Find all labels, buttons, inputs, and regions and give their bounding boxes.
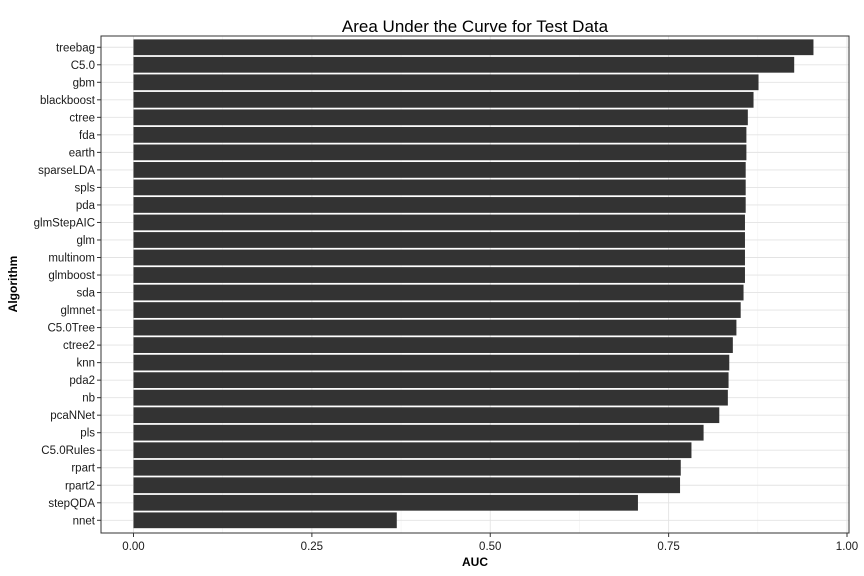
bar-spls bbox=[133, 179, 746, 196]
x-axis-title: AUC bbox=[462, 555, 488, 569]
x-tick-label: 0.00 bbox=[122, 541, 144, 553]
y-tick-label: pda2 bbox=[69, 375, 95, 387]
y-tick-label: sparseLDA bbox=[38, 165, 95, 177]
bar-rpart2 bbox=[133, 477, 681, 494]
bar-earth bbox=[133, 144, 747, 161]
bar-glmboost bbox=[133, 267, 745, 283]
bar-fda bbox=[133, 126, 747, 143]
y-tick-label: ctree bbox=[69, 112, 95, 124]
bar-rpart bbox=[133, 459, 681, 476]
bar-pcaNNet bbox=[133, 407, 720, 424]
y-tick-label: glmboost bbox=[48, 270, 95, 282]
y-tick-label: glm bbox=[76, 235, 95, 247]
x-tick-label: 0.75 bbox=[657, 541, 679, 553]
x-tick-label: 0.50 bbox=[479, 541, 501, 553]
bar-ctree2 bbox=[133, 337, 733, 353]
bar-ctree bbox=[133, 109, 748, 126]
bar-nnet bbox=[133, 512, 397, 529]
y-tick-label: pcaNNet bbox=[50, 410, 96, 422]
y-tick-label: earth bbox=[69, 147, 95, 159]
y-tick-label: fda bbox=[79, 130, 96, 142]
bar-gbm bbox=[133, 74, 759, 91]
y-tick-label: multinom bbox=[48, 253, 95, 265]
bar-pda2 bbox=[133, 372, 729, 389]
bar-blackboost bbox=[133, 91, 754, 108]
bar-stepQDA bbox=[133, 494, 638, 511]
y-tick-label: nnet bbox=[73, 515, 96, 527]
bar-treebag bbox=[133, 39, 814, 56]
y-tick-label: sda bbox=[76, 288, 95, 300]
y-axis: treebag C5.0 gbm blackboost ctree fda earth spa… bbox=[34, 42, 101, 527]
chart-title: Area Under the Curve for Test Data bbox=[342, 17, 609, 36]
bars bbox=[133, 39, 814, 529]
y-tick-label: C5.0 bbox=[71, 60, 95, 72]
y-tick-label: rpart bbox=[71, 463, 95, 475]
y-tick-label: blackboost bbox=[40, 95, 96, 107]
bar-pls bbox=[133, 424, 704, 441]
bar-nb bbox=[133, 389, 728, 406]
y-axis-title: Algorithm bbox=[6, 256, 20, 313]
x-tick-label: 0.25 bbox=[301, 541, 323, 553]
bar-sda bbox=[133, 284, 744, 301]
bar-C5.0 bbox=[133, 56, 795, 73]
bar-C5.0Tree bbox=[133, 319, 737, 336]
y-tick-label: knn bbox=[76, 358, 95, 370]
bar-sparseLDA bbox=[133, 162, 746, 178]
y-tick-label: C5.0Rules bbox=[41, 445, 95, 457]
bar-multinom bbox=[133, 249, 745, 266]
y-tick-label: pls bbox=[80, 428, 95, 440]
y-tick-label: spls bbox=[75, 182, 96, 194]
bar-glm bbox=[133, 232, 745, 248]
y-tick-label: glmnet bbox=[60, 305, 95, 317]
y-tick-label: C5.0Tree bbox=[47, 323, 95, 335]
y-tick-label: ctree2 bbox=[63, 340, 95, 352]
y-tick-label: nb bbox=[82, 393, 95, 405]
y-tick-label: treebag bbox=[56, 42, 95, 54]
bar-glmnet bbox=[133, 302, 741, 318]
y-tick-label: glmStepAIC bbox=[34, 217, 95, 229]
panel-border bbox=[100, 35, 850, 534]
x-axis: 0.00 0.25 0.50 0.75 1.00 bbox=[122, 533, 858, 553]
bar-knn bbox=[133, 354, 730, 371]
x-tick-label: 1.00 bbox=[836, 541, 858, 553]
bar-pda bbox=[133, 197, 746, 213]
y-tick-label: gbm bbox=[73, 77, 95, 89]
y-tick-label: pda bbox=[76, 200, 96, 212]
y-tick-label: rpart2 bbox=[65, 480, 95, 492]
bar-C5.0Rules bbox=[133, 442, 692, 459]
y-tick-label: stepQDA bbox=[48, 498, 95, 510]
bar-glmStepAIC bbox=[133, 214, 745, 231]
